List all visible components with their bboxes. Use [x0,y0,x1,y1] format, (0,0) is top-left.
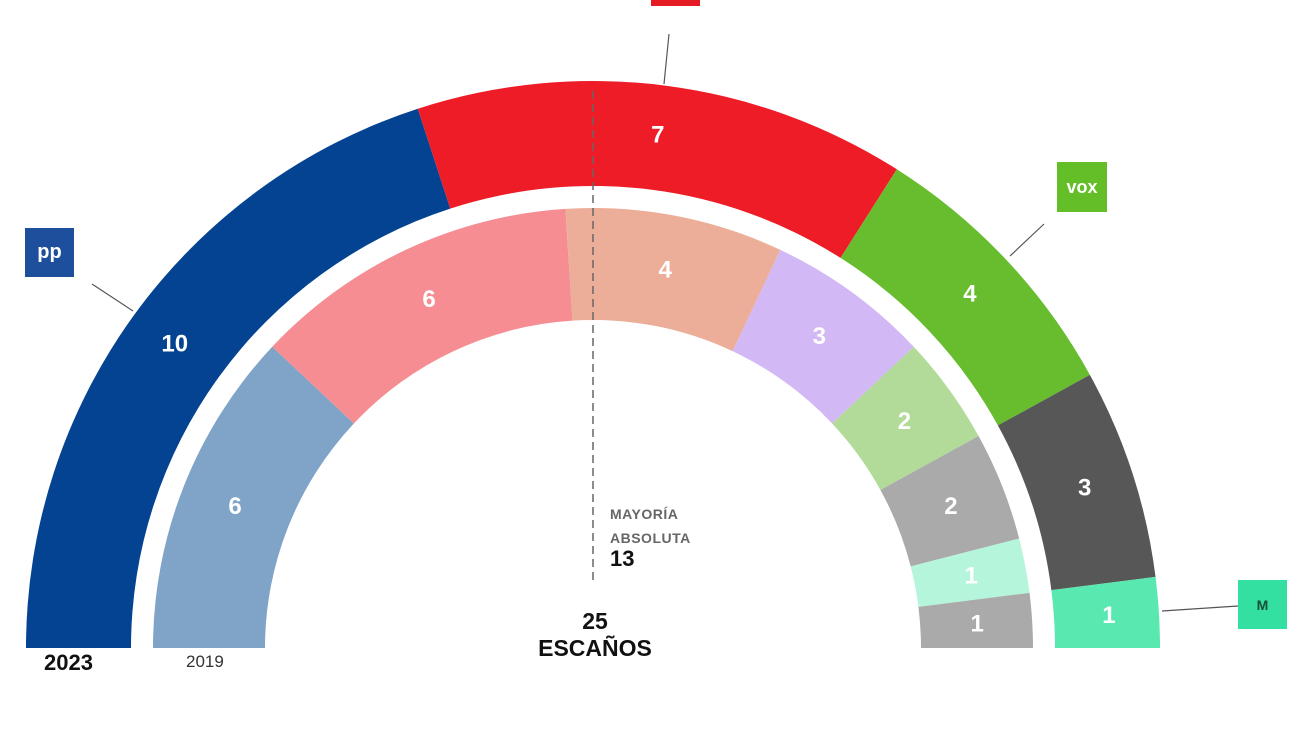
segment-2023-5 [1051,576,1160,648]
leader-line-3 [1009,223,1045,257]
psoe-logo-icon [651,0,700,6]
total-seats-number: 25 [582,608,608,634]
seat-label-2019-5: 2 [898,408,911,435]
seat-label-2019-3: 4 [658,256,672,283]
total-seats: 25 ESCAÑOS [500,608,690,662]
segment-2019-2 [272,208,573,424]
seat-label-2023-2: 7 [651,122,664,149]
segment-2023-4 [997,374,1156,591]
leader-line-4 [1161,605,1239,612]
pp-logo-icon: pp [25,228,74,277]
seat-label-2023-3: 4 [963,281,977,308]
seat-label-2023-4: 3 [1078,475,1091,502]
majority-label: MAYORÍA ABSOLUTA [610,502,710,550]
segment-2019-3 [565,208,781,352]
majority-label-text: MAYORÍA ABSOLUTA [610,506,691,546]
vox-logo-icon: vox [1057,162,1107,212]
majority-value: 13 [610,546,635,571]
seat-label-2019-1: 6 [228,493,241,520]
segment-2019-4 [732,249,914,424]
segment-2019-5 [832,346,979,490]
total-seats-word: ESCAÑOS [538,635,652,661]
year-2023-label: 2023 [44,650,93,675]
seat-label-2019-4: 3 [813,323,826,350]
segment-2019-1 [153,346,354,648]
seat-label-2019-6: 2 [944,493,957,520]
mas-madrid-logo-icon: M [1238,580,1287,629]
year-2019-label: 2019 [186,652,224,671]
seat-label-2019-7: 1 [965,562,978,589]
ring-2019: 6 6 4 3 2 2 1 1 [153,208,1033,648]
segment-2023-1 [26,108,451,648]
segment-2019-7 [910,538,1030,607]
seat-label-2019-8: 1 [971,610,984,637]
segment-2023-3 [840,169,1090,426]
ring-2023: 10 7 4 3 1 [26,80,1160,648]
segment-2019-8 [918,592,1033,648]
seat-label-2023-1: 10 [161,331,188,358]
leader-line-2 [663,33,670,85]
leader-line-1 [91,283,134,312]
seat-label-2023-5: 1 [1102,602,1115,629]
segment-2023-2 [417,80,897,258]
segment-2019-6 [880,436,1020,567]
seat-label-2019-2: 6 [422,286,435,313]
